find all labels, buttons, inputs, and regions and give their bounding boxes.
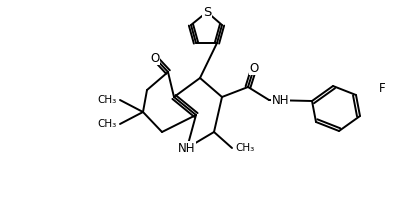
Text: F: F xyxy=(379,81,385,94)
Text: CH₃: CH₃ xyxy=(98,95,117,105)
Text: O: O xyxy=(249,62,258,75)
Text: CH₃: CH₃ xyxy=(98,119,117,129)
Text: NH: NH xyxy=(272,93,289,106)
Text: CH₃: CH₃ xyxy=(235,143,254,153)
Text: O: O xyxy=(150,51,160,64)
Text: S: S xyxy=(203,5,211,18)
Text: NH: NH xyxy=(178,142,196,155)
